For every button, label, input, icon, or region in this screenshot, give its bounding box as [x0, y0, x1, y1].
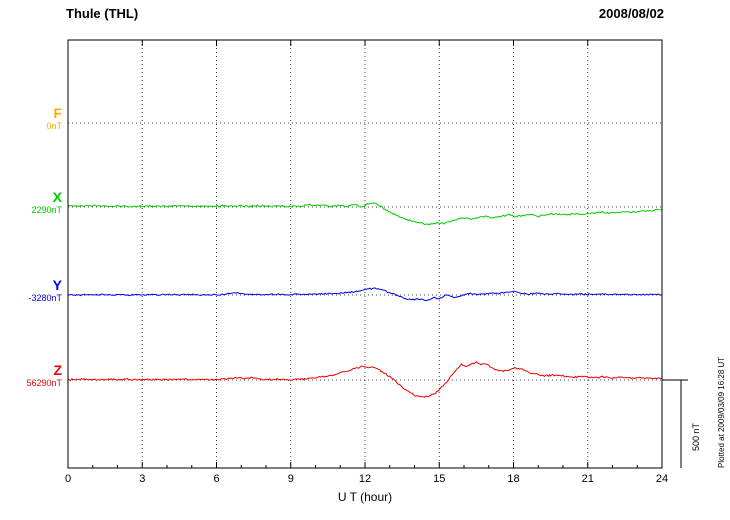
x-axis-title: U T (hour): [337, 490, 393, 504]
component-baseline-value: 2290nT: [31, 205, 62, 215]
x-tick-label: 0: [64, 473, 72, 485]
trace-Z: [67, 361, 663, 398]
date-label: 2008/08/02: [598, 6, 664, 21]
x-tick-label: 15: [433, 473, 446, 485]
component-letter: Z: [53, 362, 62, 378]
scale-bar-label: 500 nT: [691, 422, 701, 451]
x-tick-label: 12: [358, 473, 372, 485]
x-tick-label: 9: [287, 473, 294, 485]
component-label-X: X 2290nT: [2, 189, 62, 216]
x-tick-label: 21: [581, 473, 594, 485]
x-tick-label: 18: [507, 473, 520, 485]
component-label-F: F 0nT: [2, 105, 62, 132]
component-baseline-value: 56290nT: [26, 378, 62, 388]
component-baseline-value: -3280nT: [28, 293, 62, 303]
station-title: Thule (THL): [66, 6, 139, 21]
scale-bar: 500 nT: [662, 379, 701, 468]
trace-Y: [67, 287, 663, 301]
trace-X: [67, 202, 663, 226]
component-letter: X: [52, 189, 62, 205]
component-baseline-value: 0nT: [46, 121, 62, 131]
plotted-at-label: Plotted at 2009/03/09 16:28 UT: [717, 357, 726, 468]
component-letter: Y: [52, 277, 62, 293]
plot-border: [67, 39, 663, 469]
x-tick-label: 3: [139, 473, 146, 485]
component-label-Z: Z 56290nT: [2, 362, 62, 389]
component-letter: F: [53, 105, 62, 121]
x-tick-label: 6: [213, 473, 220, 485]
component-label-Y: Y -3280nT: [2, 277, 62, 304]
plot-content: [67, 40, 663, 468]
x-tick-label: 24: [655, 473, 669, 485]
